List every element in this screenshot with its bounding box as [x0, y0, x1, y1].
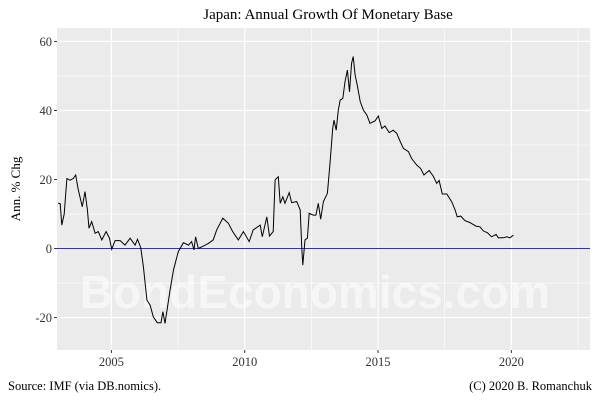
- x-tick-label: 2015: [366, 355, 391, 369]
- chart-title: Japan: Annual Growth Of Monetary Base: [203, 7, 453, 23]
- source-note: Source: IMF (via DB.nomics).: [8, 379, 161, 393]
- y-axis-label: Ann. % Chg: [8, 156, 23, 221]
- x-tick-label: 2020: [499, 355, 524, 369]
- copyright-note: (C) 2020 B. Romanchuk: [469, 379, 593, 393]
- axis-ticks: -20 0 20 40 60 2005 2010 2015 2020: [35, 35, 524, 369]
- x-tick-label: 2010: [232, 355, 257, 369]
- series-line: [58, 56, 514, 324]
- x-tick-label: 2005: [99, 355, 124, 369]
- y-tick-label: 20: [40, 173, 53, 187]
- y-tick-label: -20: [35, 311, 52, 325]
- y-tick-label: 60: [40, 35, 53, 49]
- plot-panel: [57, 28, 590, 350]
- y-tick-label: 0: [46, 242, 52, 256]
- watermark: BondEconomics.com: [80, 266, 550, 318]
- y-tick-label: 40: [40, 104, 53, 118]
